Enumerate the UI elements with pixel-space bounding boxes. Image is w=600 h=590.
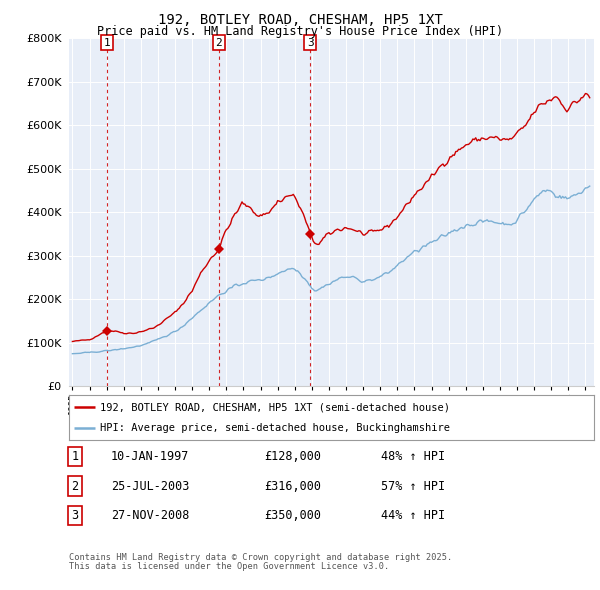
Text: 2: 2 (71, 480, 79, 493)
Text: 192, BOTLEY ROAD, CHESHAM, HP5 1XT (semi-detached house): 192, BOTLEY ROAD, CHESHAM, HP5 1XT (semi… (101, 402, 451, 412)
Text: 44% ↑ HPI: 44% ↑ HPI (381, 509, 445, 522)
Text: HPI: Average price, semi-detached house, Buckinghamshire: HPI: Average price, semi-detached house,… (101, 422, 451, 432)
Text: 1: 1 (71, 450, 79, 463)
Text: 192, BOTLEY ROAD, CHESHAM, HP5 1XT: 192, BOTLEY ROAD, CHESHAM, HP5 1XT (158, 13, 442, 27)
Text: This data is licensed under the Open Government Licence v3.0.: This data is licensed under the Open Gov… (69, 562, 389, 571)
Text: 3: 3 (71, 509, 79, 522)
Text: 48% ↑ HPI: 48% ↑ HPI (381, 450, 445, 463)
Text: 27-NOV-2008: 27-NOV-2008 (111, 509, 190, 522)
Text: 2: 2 (215, 38, 222, 48)
Text: Contains HM Land Registry data © Crown copyright and database right 2025.: Contains HM Land Registry data © Crown c… (69, 553, 452, 562)
Text: 10-JAN-1997: 10-JAN-1997 (111, 450, 190, 463)
Text: 57% ↑ HPI: 57% ↑ HPI (381, 480, 445, 493)
Text: 3: 3 (307, 38, 313, 48)
Text: 1: 1 (104, 38, 110, 48)
Text: Price paid vs. HM Land Registry's House Price Index (HPI): Price paid vs. HM Land Registry's House … (97, 25, 503, 38)
Text: £128,000: £128,000 (264, 450, 321, 463)
Text: £350,000: £350,000 (264, 509, 321, 522)
Text: 25-JUL-2003: 25-JUL-2003 (111, 480, 190, 493)
Text: £316,000: £316,000 (264, 480, 321, 493)
